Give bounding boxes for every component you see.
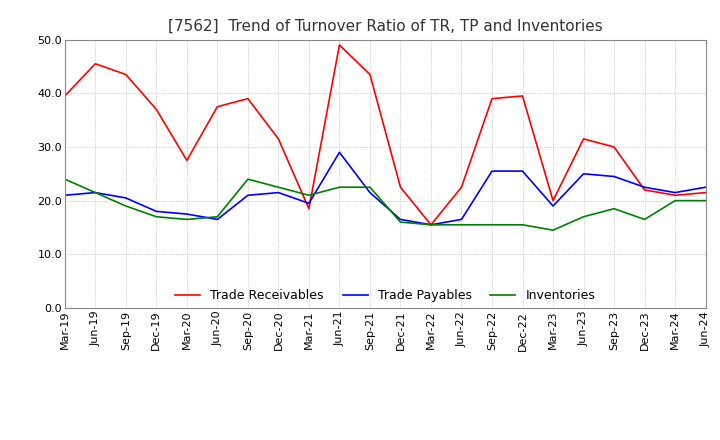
Trade Payables [518, 169, 527, 174]
Trade Payables [671, 190, 680, 195]
Inventories [457, 222, 466, 227]
Trade Payables [243, 193, 252, 198]
Trade Payables [396, 217, 405, 222]
Trade Receivables [701, 190, 710, 195]
Trade Payables [335, 150, 343, 155]
Trade Receivables [274, 136, 283, 142]
Trade Receivables [243, 96, 252, 101]
Trade Payables [213, 217, 222, 222]
Inventories [152, 214, 161, 220]
Line: Inventories: Inventories [65, 179, 706, 230]
Trade Receivables [122, 72, 130, 77]
Trade Receivables [579, 136, 588, 142]
Trade Payables [640, 185, 649, 190]
Trade Receivables [671, 193, 680, 198]
Trade Payables [701, 185, 710, 190]
Inventories [640, 217, 649, 222]
Inventories [335, 185, 343, 190]
Trade Payables [579, 171, 588, 176]
Inventories [671, 198, 680, 203]
Trade Receivables [91, 61, 99, 66]
Inventories [274, 185, 283, 190]
Trade Receivables [152, 107, 161, 112]
Trade Payables [274, 190, 283, 195]
Inventories [701, 198, 710, 203]
Title: [7562]  Trend of Turnover Ratio of TR, TP and Inventories: [7562] Trend of Turnover Ratio of TR, TP… [168, 19, 603, 34]
Trade Receivables [183, 158, 192, 163]
Line: Trade Payables: Trade Payables [65, 152, 706, 225]
Line: Trade Receivables: Trade Receivables [65, 45, 706, 225]
Trade Receivables [366, 72, 374, 77]
Inventories [518, 222, 527, 227]
Inventories [366, 185, 374, 190]
Trade Payables [60, 193, 69, 198]
Trade Payables [152, 209, 161, 214]
Trade Receivables [305, 206, 313, 211]
Inventories [213, 214, 222, 220]
Trade Payables [427, 222, 436, 227]
Trade Receivables [518, 93, 527, 99]
Trade Payables [91, 190, 99, 195]
Inventories [487, 222, 496, 227]
Trade Receivables [640, 187, 649, 193]
Inventories [305, 193, 313, 198]
Inventories [60, 176, 69, 182]
Trade Payables [366, 190, 374, 195]
Trade Receivables [457, 185, 466, 190]
Trade Receivables [487, 96, 496, 101]
Trade Receivables [396, 185, 405, 190]
Trade Receivables [60, 93, 69, 99]
Trade Payables [183, 211, 192, 216]
Inventories [579, 214, 588, 220]
Trade Receivables [427, 222, 436, 227]
Trade Payables [457, 217, 466, 222]
Inventories [427, 222, 436, 227]
Trade Receivables [549, 198, 557, 203]
Inventories [183, 217, 192, 222]
Inventories [122, 203, 130, 209]
Trade Receivables [335, 42, 343, 48]
Trade Payables [549, 203, 557, 209]
Inventories [549, 227, 557, 233]
Trade Payables [487, 169, 496, 174]
Inventories [91, 190, 99, 195]
Inventories [610, 206, 618, 211]
Trade Payables [122, 195, 130, 201]
Trade Payables [610, 174, 618, 179]
Legend: Trade Receivables, Trade Payables, Inventories: Trade Receivables, Trade Payables, Inven… [170, 284, 600, 307]
Trade Receivables [213, 104, 222, 109]
Inventories [243, 176, 252, 182]
Inventories [396, 220, 405, 225]
Trade Receivables [610, 144, 618, 150]
Trade Payables [305, 201, 313, 206]
